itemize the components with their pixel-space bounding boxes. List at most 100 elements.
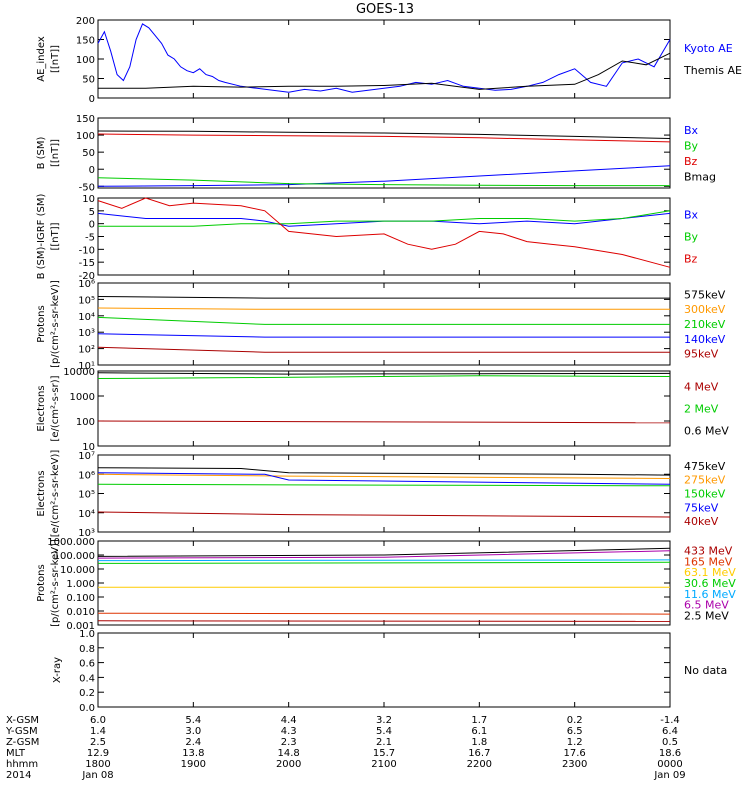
y-axis-label: [[nT]] (50, 139, 61, 167)
y-tick-label: 5 (89, 207, 95, 218)
y-tick-label: 10² (78, 345, 95, 356)
y-tick-label: -15 (79, 258, 95, 269)
series-line-575kev (97, 296, 670, 299)
ephemeris-value: 1.4 (90, 726, 106, 737)
series-line-bx (97, 165, 671, 187)
y-tick-label: 10³ (78, 528, 95, 539)
legend-bx: Bx (684, 209, 699, 222)
series-line-2-mev (97, 375, 671, 379)
y-tick-label: 10⁶ (78, 279, 95, 290)
y-axis-label: B (SM)-IGRF (SM) (36, 194, 47, 280)
panel-7: 0.001 0.010 0.100 1.000 10.000 100.000 1000.00… (36, 537, 736, 632)
series-line-bx (97, 212, 671, 227)
y-axis-label: Protons (36, 305, 47, 342)
y-tick-label: 10000 (63, 367, 95, 378)
legend-150kev: 150keV (684, 488, 726, 501)
ephemeris-value: 2.5 (90, 737, 106, 748)
y-axis-label: [p/(cm²-s-sr-keV)] (50, 280, 61, 368)
series-line-bz (97, 197, 671, 268)
legend-75kev: 75keV (684, 501, 719, 514)
panel-2: -50 0 50 100 150 B (SM) [[nT]] Bx By Bz Bmag (36, 114, 716, 193)
y-tick-label: 0.100 (66, 593, 95, 604)
panel-frame (97, 117, 671, 189)
series-line-475kev (97, 467, 671, 476)
ephemeris-value: 6.1 (471, 726, 487, 737)
series-line-by (97, 177, 670, 187)
y-tick-label: 0 (89, 220, 95, 231)
ephemeris-value: 1.7 (471, 715, 487, 726)
ephemeris-value: 5.4 (376, 726, 392, 737)
panel-frame (97, 370, 671, 447)
y-axis-label: Electrons (36, 470, 47, 516)
legend-4-mev: 4 MeV (684, 381, 719, 394)
legend-165-mev: 165 MeV (684, 555, 733, 568)
y-tick-label: -10 (79, 245, 95, 256)
legend-by: By (684, 231, 699, 244)
panel-8: 0.0 0.2 0.4 0.6 0.8 1.0 X-ray No data (52, 629, 727, 714)
ephemeris-value: 18.6 (659, 748, 681, 759)
ephemeris-value: 1800 (85, 759, 110, 770)
y-tick-label: 10.000 (60, 565, 95, 576)
ephemeris-value: 4.4 (281, 715, 297, 726)
y-tick-label: 0.0 (79, 703, 95, 714)
series-line-2-5-mev (97, 547, 671, 557)
chart-title: GOES-13 (356, 2, 414, 17)
y-tick-label: 100 (76, 55, 95, 66)
y-axis-label: [p/(cm²-s-sr-keV)] (50, 539, 61, 627)
legend-40kev: 40keV (684, 515, 719, 528)
y-tick-label: 150 (76, 36, 95, 47)
legend-themis-ae: Themis AE (683, 64, 742, 77)
y-tick-label: 150 (76, 114, 95, 125)
ephemeris-row-label: Z-GSM (6, 737, 39, 748)
legend-bx: Bx (684, 124, 699, 137)
legend-275kev: 275keV (684, 474, 726, 487)
ephemeris-value: 13.8 (182, 748, 204, 759)
panel-frame (97, 197, 671, 276)
y-axis-label: [[nT]] (50, 45, 61, 73)
series-line-by (98, 210, 671, 227)
panel-5: 10 100 1000 10000 Electrons [e/(cm²-s-sr)] 4 M… (36, 367, 729, 453)
no-data-note: No data (684, 664, 727, 677)
legend-63-1-mev: 63.1 MeV (684, 566, 736, 579)
y-axis-label: [[nT]] (50, 222, 61, 250)
y-tick-label: 0 (89, 94, 95, 105)
series-line-300kev (97, 307, 670, 310)
series-line-210kev (97, 316, 670, 325)
y-tick-label: 0 (89, 165, 95, 176)
legend-300kev: 300keV (684, 303, 726, 316)
y-tick-label: 1.0 (79, 629, 95, 640)
y-tick-label: 10¹ (78, 361, 95, 372)
ephemeris-value: 0.2 (567, 715, 583, 726)
ephemeris-value: Jan 09 (653, 770, 685, 781)
legend-2-mev: 2 MeV (684, 403, 719, 416)
panel-1: 0 50 100 150 200 AE_index [[nT]] Kyoto AE Themis… (36, 16, 742, 105)
y-tick-label: 1000 (70, 392, 95, 403)
ephemeris-value: 14.8 (278, 748, 300, 759)
y-tick-label: 10⁴ (78, 312, 95, 323)
series-line-140kev (97, 333, 670, 338)
y-tick-label: 1000.000 (47, 537, 95, 548)
legend-0-6-mev: 0.6 MeV (684, 425, 729, 438)
panel-frame (97, 540, 671, 626)
ephemeris-value: 3.2 (376, 715, 392, 726)
series-line-30-6-mev (97, 561, 671, 564)
legend-bmag: Bmag (684, 170, 716, 183)
y-tick-label: 0.010 (66, 607, 95, 618)
panel-6: 10³ 10⁴ 10⁵ 10⁶ 10⁷ Electrons [e/(cm²-s-sr-keV… (36, 450, 726, 539)
panel-frame (97, 632, 671, 708)
legend-475kev: 475keV (684, 460, 726, 473)
y-axis-label: AE_index (36, 36, 47, 82)
ephemeris-value: 2100 (371, 759, 396, 770)
y-tick-label: 100 (76, 131, 95, 142)
ephemeris-value: 0000 (657, 759, 682, 770)
series-line-150kev (97, 483, 671, 487)
y-tick-label: 1.000 (66, 579, 95, 590)
ephemeris-row-label: hhmm (6, 759, 38, 770)
ephemeris-value: 6.4 (662, 726, 678, 737)
legend-11-6-mev: 11.6 MeV (684, 588, 736, 601)
series-line-11-6-mev (97, 559, 671, 562)
y-tick-label: 10⁶ (78, 470, 95, 481)
